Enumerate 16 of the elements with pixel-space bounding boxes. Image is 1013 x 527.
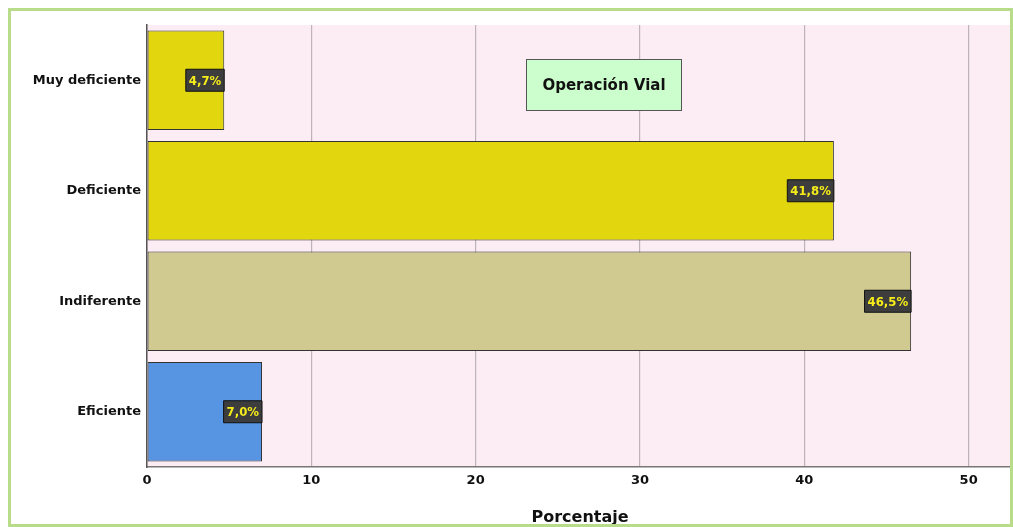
x-tick-label: 30	[630, 472, 650, 488]
x-tick-label: 0	[142, 472, 152, 488]
data-label: 46,5%	[867, 293, 909, 309]
data-label: 4,7%	[188, 72, 222, 88]
y-tick-label: Deficiente	[66, 182, 142, 198]
x-axis-title: Porcentaje	[531, 506, 629, 526]
x-tick-label: 50	[959, 472, 978, 488]
x-tick-label: 10	[302, 472, 321, 488]
text: Operación Vial	[526, 59, 682, 111]
x-tick-label: 40	[795, 472, 814, 488]
data-label: 41,8%	[790, 183, 832, 199]
x-tick-label: 20	[466, 472, 485, 488]
y-tick-label: Indiferente	[59, 292, 142, 308]
y-tick-label: Muy deficiente	[32, 71, 142, 87]
data-label: 7,0%	[226, 404, 260, 420]
y-tick-label: Eficiente	[77, 403, 142, 419]
